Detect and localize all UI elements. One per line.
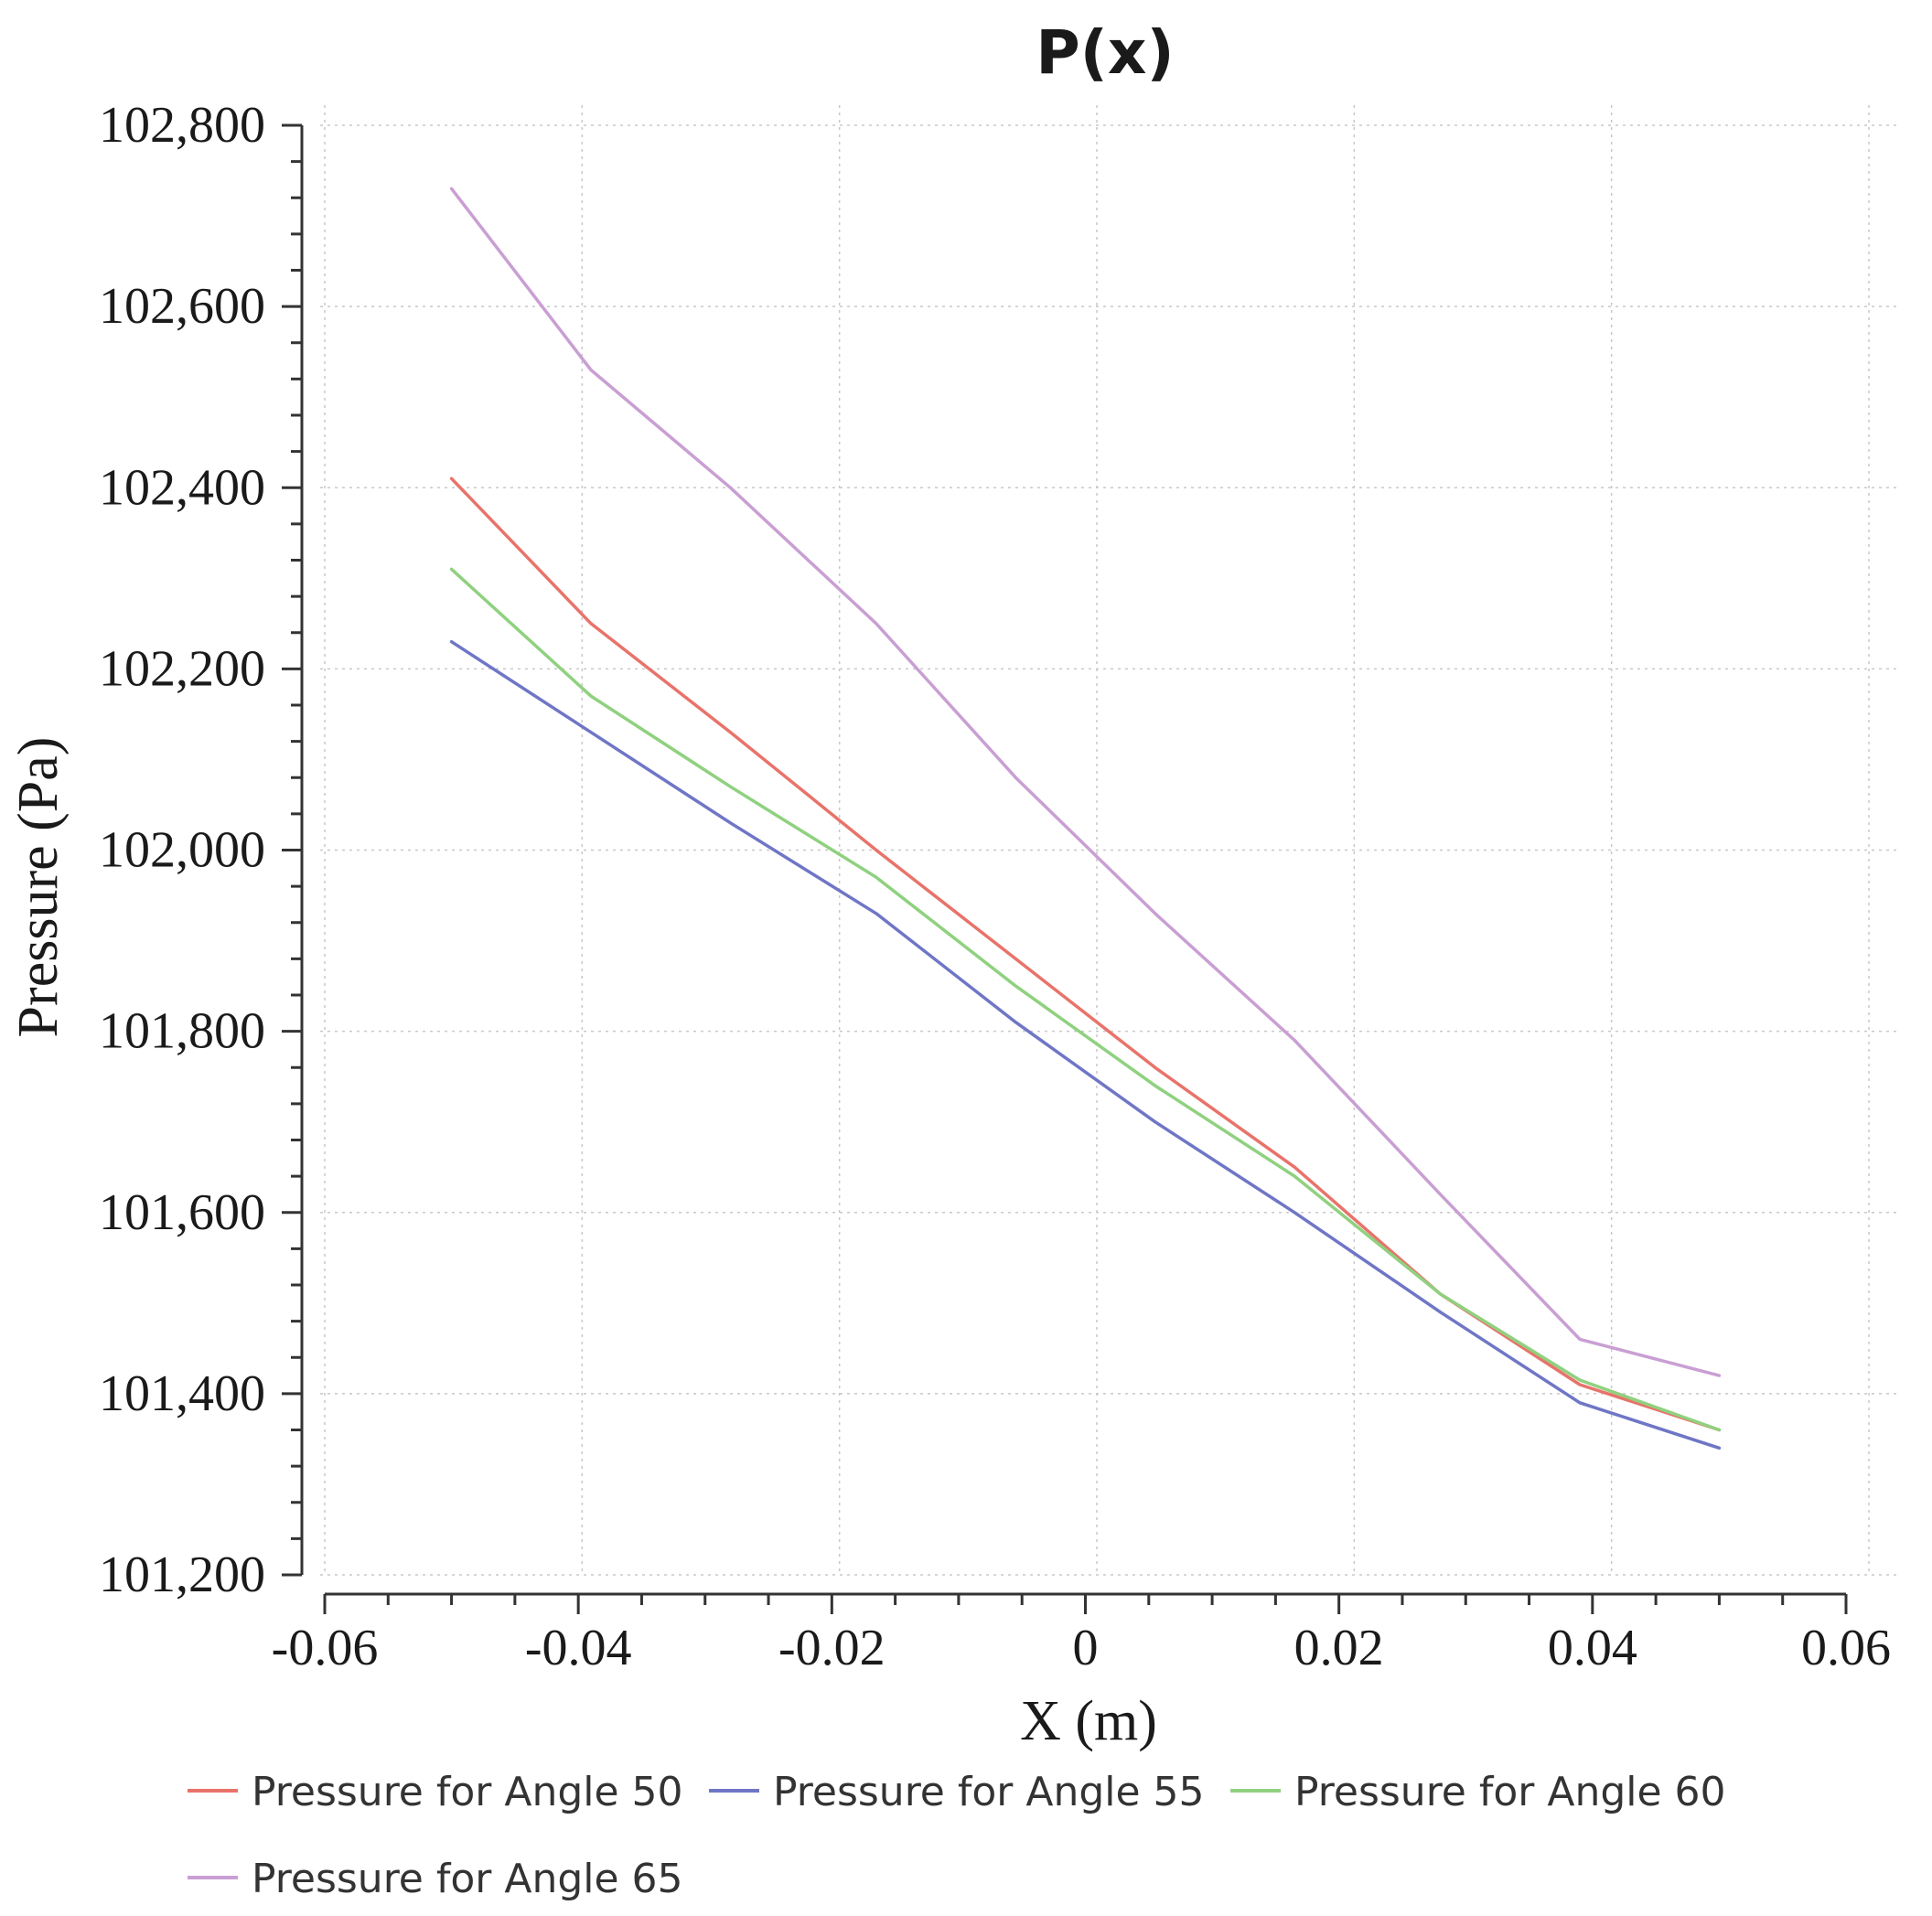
y-tick-label: 101,800 bbox=[99, 1003, 265, 1060]
x-tick-label: -0.06 bbox=[272, 1620, 379, 1676]
series-line-1 bbox=[449, 476, 1722, 1432]
y-tick-label: 102,600 bbox=[99, 278, 265, 335]
legend-item: Pressure for Angle 60 bbox=[1230, 1769, 1726, 1815]
y-tick-labels: 101,200 101,400 101,600 101,800 102,000 102,2… bbox=[99, 97, 265, 1603]
y-tick-label: 102,800 bbox=[99, 97, 265, 154]
y-tick-label: 101,200 bbox=[99, 1547, 265, 1603]
x-tick-label: -0.04 bbox=[525, 1620, 632, 1676]
series-line-3 bbox=[449, 567, 1722, 1432]
legend-label: Pressure for Angle 55 bbox=[773, 1769, 1205, 1815]
y-tick-label: 101,600 bbox=[99, 1184, 265, 1241]
y-axis-label: Pressure (Pa) bbox=[7, 737, 70, 1038]
x-tick-label: 0.02 bbox=[1294, 1620, 1384, 1676]
legend-label: Pressure for Angle 65 bbox=[252, 1856, 683, 1902]
y-tick-label: 101,400 bbox=[99, 1365, 265, 1422]
legend-label: Pressure for Angle 50 bbox=[252, 1769, 683, 1815]
x-tick-labels: -0.06 -0.04 -0.02 0 0.02 0.04 0.06 bbox=[272, 1620, 1891, 1676]
axes bbox=[282, 123, 1848, 1614]
series-line-4 bbox=[449, 187, 1722, 1377]
series-line-2 bbox=[449, 639, 1722, 1450]
x-tick-label: 0.04 bbox=[1548, 1620, 1637, 1676]
x-tick-label: -0.02 bbox=[778, 1620, 886, 1676]
legend-item: Pressure for Angle 65 bbox=[188, 1856, 683, 1902]
y-tick-label: 102,200 bbox=[99, 640, 265, 697]
legend-item: Pressure for Angle 50 bbox=[188, 1769, 683, 1815]
legend: Pressure for Angle 50 Pressure for Angle … bbox=[188, 1769, 1726, 1902]
x-tick-label: 0 bbox=[1073, 1620, 1099, 1676]
y-tick-label: 102,400 bbox=[99, 459, 265, 516]
legend-item: Pressure for Angle 55 bbox=[709, 1769, 1205, 1815]
y-tick-label: 102,000 bbox=[99, 822, 265, 879]
x-axis-label: X (m) bbox=[1020, 1690, 1157, 1752]
chart-title: P(x) bbox=[1036, 17, 1174, 88]
legend-label: Pressure for Angle 60 bbox=[1294, 1769, 1726, 1815]
data-series bbox=[449, 187, 1722, 1450]
x-tick-label: 0.06 bbox=[1801, 1620, 1891, 1676]
